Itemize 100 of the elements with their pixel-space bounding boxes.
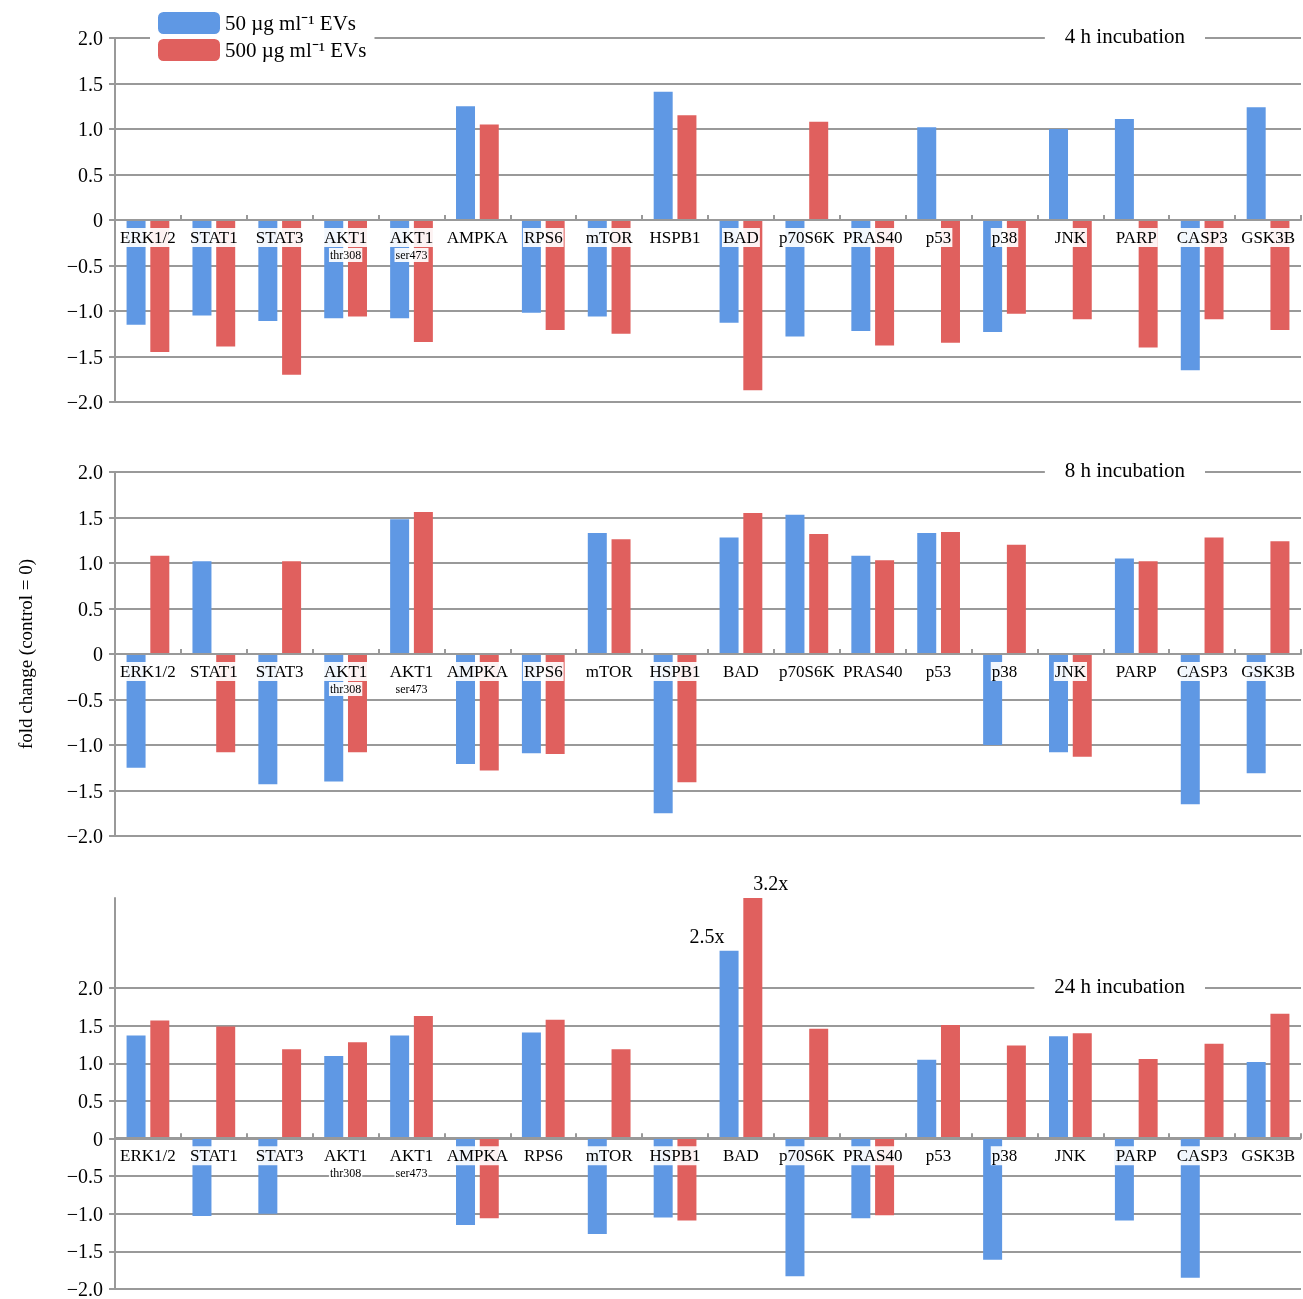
bar bbox=[809, 121, 829, 220]
x-tick-label: STAT1 bbox=[189, 228, 238, 247]
bar bbox=[785, 514, 805, 654]
x-tick-label: JNK bbox=[1054, 228, 1087, 247]
y-tick-label: −2.0 bbox=[66, 825, 103, 847]
bar bbox=[126, 1035, 146, 1139]
x-tick-label: JNK bbox=[1054, 1146, 1087, 1166]
y-tick-label: 1.5 bbox=[78, 1014, 103, 1037]
y-tick-label: 1.5 bbox=[78, 506, 103, 529]
bar bbox=[1246, 1061, 1266, 1139]
bar bbox=[1204, 1043, 1224, 1139]
y-tick-label: −0.5 bbox=[66, 688, 103, 711]
x-tick-label: ERK1/2 bbox=[120, 1146, 176, 1166]
y-tick-label: 2.0 bbox=[78, 977, 103, 1000]
x-tick-label: CASP3 bbox=[1176, 662, 1228, 681]
x-tick-label: AMPKA bbox=[446, 1146, 509, 1166]
y-tick-label: −1.5 bbox=[66, 345, 103, 368]
x-tick-label: PARP bbox=[1115, 662, 1157, 681]
bar bbox=[1006, 544, 1026, 654]
x-tick-label: CASP3 bbox=[1176, 1146, 1228, 1166]
x-tick-label: BAD bbox=[722, 1146, 759, 1166]
x-tick-label: PRAS40 bbox=[842, 1146, 903, 1166]
bar bbox=[282, 1049, 302, 1139]
y-tick-label: −0.5 bbox=[66, 254, 103, 277]
bar bbox=[1114, 118, 1134, 220]
bar bbox=[719, 950, 739, 1139]
bar bbox=[479, 124, 499, 220]
y-tick-label: 0.5 bbox=[78, 163, 103, 186]
x-tick-label: AKT1 thr308 bbox=[323, 662, 368, 696]
bar bbox=[875, 560, 895, 654]
bar bbox=[216, 1026, 236, 1139]
bar bbox=[1049, 1036, 1069, 1139]
bar bbox=[653, 91, 673, 220]
bar bbox=[1270, 541, 1290, 654]
x-tick-label: HSPB1 bbox=[649, 228, 701, 247]
bar bbox=[1138, 561, 1158, 654]
bar bbox=[851, 555, 871, 654]
y-tick-label: 0.5 bbox=[78, 597, 103, 620]
y-tick-label: 1.0 bbox=[78, 1052, 103, 1075]
y-tick-label: 2.0 bbox=[78, 461, 103, 483]
y-tick-label: 0.5 bbox=[78, 1090, 103, 1113]
bar bbox=[282, 561, 302, 654]
x-tick-label: p38 bbox=[991, 1146, 1018, 1166]
x-tick-label: AKT1 ser473 bbox=[389, 1146, 434, 1181]
bar bbox=[1246, 107, 1266, 220]
x-tick-label: PARP bbox=[1115, 1146, 1157, 1166]
bar bbox=[1049, 129, 1069, 220]
x-tick-label: AKT1 ser473 bbox=[389, 662, 434, 696]
bar bbox=[677, 115, 697, 220]
x-tick-label: STAT1 bbox=[189, 1146, 238, 1166]
bar bbox=[413, 512, 433, 654]
bar bbox=[545, 1019, 565, 1139]
y-tick-label: 2.0 bbox=[78, 27, 103, 49]
bar bbox=[743, 898, 763, 1139]
x-tick-label: STAT1 bbox=[189, 662, 238, 681]
x-tick-label: JNK bbox=[1054, 662, 1087, 681]
y-tick-label: −1.0 bbox=[66, 734, 103, 756]
bar bbox=[1204, 537, 1224, 654]
x-tick-label: RPS6 bbox=[523, 662, 563, 681]
y-tick-label: 1.0 bbox=[78, 118, 103, 140]
x-tick-label: HSPB1 bbox=[649, 1146, 701, 1166]
x-tick-label: ERK1/2 bbox=[120, 662, 176, 681]
y-tick-label: −1.0 bbox=[66, 300, 103, 322]
x-tick-label: p53 bbox=[925, 662, 952, 681]
x-tick-label: p70S6K bbox=[778, 662, 836, 681]
x-tick-label: AMPKA bbox=[446, 228, 509, 247]
data-label: 3.2x bbox=[753, 872, 789, 894]
bar bbox=[150, 555, 170, 654]
y-tick-label: 0 bbox=[93, 1127, 103, 1150]
x-tick-label: mTOR bbox=[585, 662, 634, 681]
bar bbox=[1138, 1058, 1158, 1139]
bar bbox=[1072, 1033, 1092, 1139]
bar bbox=[611, 1049, 631, 1139]
chart-title: 4 h incubation bbox=[1064, 23, 1186, 48]
bar bbox=[1270, 1013, 1290, 1139]
bar bbox=[324, 1055, 344, 1139]
x-tick-label: HSPB1 bbox=[649, 662, 701, 681]
x-tick-label: mTOR bbox=[585, 1146, 634, 1166]
text: 24 h incubation bbox=[1054, 973, 1186, 998]
x-tick-label: BAD bbox=[722, 228, 759, 247]
bar bbox=[521, 1032, 541, 1139]
y-tick-label: −2.0 bbox=[66, 391, 103, 413]
bar bbox=[587, 532, 607, 654]
x-tick-label: AKT1 thr308 bbox=[323, 1146, 368, 1181]
x-tick-label: RPS6 bbox=[523, 1146, 563, 1166]
bar bbox=[192, 561, 212, 654]
bar bbox=[1114, 558, 1134, 654]
x-tick-label: p70S6K bbox=[778, 1146, 836, 1166]
bar bbox=[809, 1028, 829, 1139]
bar bbox=[917, 1059, 937, 1139]
bar bbox=[390, 519, 410, 654]
x-tick-label: p53 bbox=[925, 1146, 952, 1166]
bar bbox=[917, 532, 937, 654]
x-tick-label: CASP3 bbox=[1176, 228, 1228, 247]
x-tick-label: STAT3 bbox=[255, 228, 304, 247]
bar bbox=[1006, 1045, 1026, 1139]
x-tick-label: AMPKA bbox=[446, 662, 509, 681]
x-tick-label: AKT1 ser473 bbox=[389, 228, 434, 262]
chart-title: 8 h incubation bbox=[1064, 457, 1186, 482]
y-tick-label: −1.5 bbox=[66, 779, 103, 802]
